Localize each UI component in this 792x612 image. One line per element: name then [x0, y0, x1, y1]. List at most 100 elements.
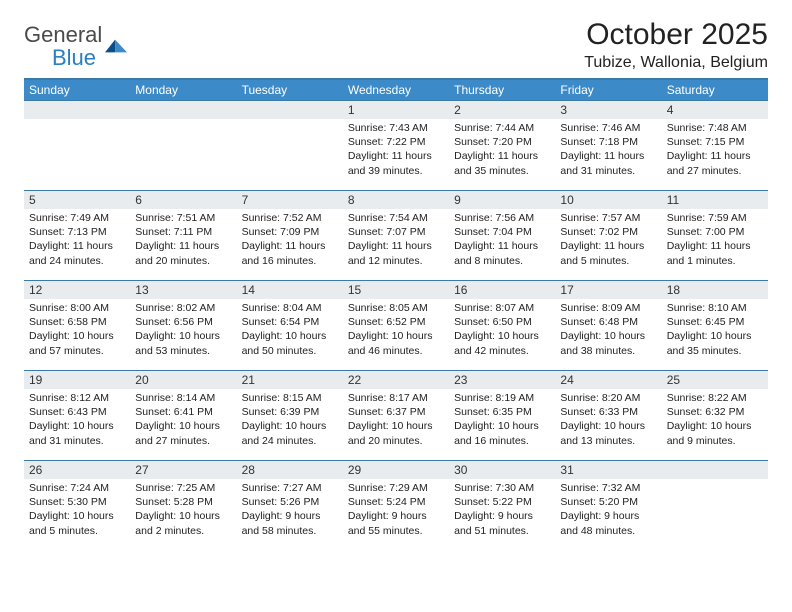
sunrise-line: Sunrise: 7:49 AM: [29, 211, 125, 225]
sunset-line: Sunset: 6:39 PM: [242, 405, 338, 419]
sunset-line: Sunset: 5:28 PM: [135, 495, 231, 509]
calendar-cell: 22Sunrise: 8:17 AMSunset: 6:37 PMDayligh…: [343, 371, 449, 461]
day-details: Sunrise: 8:19 AMSunset: 6:35 PMDaylight:…: [449, 389, 555, 452]
sunset-line: Sunset: 6:54 PM: [242, 315, 338, 329]
calendar-cell: 15Sunrise: 8:05 AMSunset: 6:52 PMDayligh…: [343, 281, 449, 371]
title-block: October 2025 Tubize, Wallonia, Belgium: [584, 18, 768, 72]
daylight-line: Daylight: 11 hours and 5 minutes.: [560, 239, 656, 267]
sunrise-line: Sunrise: 7:51 AM: [135, 211, 231, 225]
calendar-cell: 24Sunrise: 8:20 AMSunset: 6:33 PMDayligh…: [555, 371, 661, 461]
dow-header: Thursday: [449, 79, 555, 101]
calendar-cell: 30Sunrise: 7:30 AMSunset: 5:22 PMDayligh…: [449, 461, 555, 551]
calendar-week-row: 12Sunrise: 8:00 AMSunset: 6:58 PMDayligh…: [24, 281, 768, 371]
day-number: 22: [343, 371, 449, 389]
day-number: 10: [555, 191, 661, 209]
sunrise-line: Sunrise: 7:46 AM: [560, 121, 656, 135]
calendar-cell: 5Sunrise: 7:49 AMSunset: 7:13 PMDaylight…: [24, 191, 130, 281]
day-number: 21: [237, 371, 343, 389]
day-details: Sunrise: 7:49 AMSunset: 7:13 PMDaylight:…: [24, 209, 130, 272]
sunset-line: Sunset: 6:45 PM: [667, 315, 763, 329]
daylight-line: Daylight: 9 hours and 55 minutes.: [348, 509, 444, 537]
sunset-line: Sunset: 6:50 PM: [454, 315, 550, 329]
day-details: Sunrise: 8:05 AMSunset: 6:52 PMDaylight:…: [343, 299, 449, 362]
day-details: Sunrise: 7:51 AMSunset: 7:11 PMDaylight:…: [130, 209, 236, 272]
day-number: 3: [555, 101, 661, 119]
day-number: 16: [449, 281, 555, 299]
calendar-cell: 16 Sunrise: 8:07 AMSunset: 6:50 PMDayligh…: [449, 281, 555, 371]
daylight-line: Daylight: 9 hours and 58 minutes.: [242, 509, 338, 537]
day-details: Sunrise: 7:32 AMSunset: 5:20 PMDaylight:…: [555, 479, 661, 542]
calendar-cell: [662, 461, 768, 551]
day-details: Sunrise: 7:27 AMSunset: 5:26 PMDaylight:…: [237, 479, 343, 542]
daylight-line: Daylight: 11 hours and 1 minutes.: [667, 239, 763, 267]
sunset-line: Sunset: 6:52 PM: [348, 315, 444, 329]
sunrise-line: Sunrise: 8:04 AM: [242, 301, 338, 315]
daylight-line: Daylight: 11 hours and 24 minutes.: [29, 239, 125, 267]
day-details: Sunrise: 7:44 AMSunset: 7:20 PMDaylight:…: [449, 119, 555, 182]
sunset-line: Sunset: 7:18 PM: [560, 135, 656, 149]
daylight-line: Daylight: 11 hours and 8 minutes.: [454, 239, 550, 267]
sunrise-line: Sunrise: 7:24 AM: [29, 481, 125, 495]
calendar-cell: 10Sunrise: 7:57 AMSunset: 7:02 PMDayligh…: [555, 191, 661, 281]
calendar-cell: 6Sunrise: 7:51 AMSunset: 7:11 PMDaylight…: [130, 191, 236, 281]
day-details: Sunrise: 7:56 AMSunset: 7:04 PMDaylight:…: [449, 209, 555, 272]
sunset-line: Sunset: 7:22 PM: [348, 135, 444, 149]
day-number: 2: [449, 101, 555, 119]
day-details: Sunrise: 7:48 AMSunset: 7:15 PMDaylight:…: [662, 119, 768, 182]
daylight-line: Daylight: 10 hours and 57 minutes.: [29, 329, 125, 357]
sunset-line: Sunset: 7:07 PM: [348, 225, 444, 239]
dow-header: Saturday: [662, 79, 768, 101]
sunrise-line: Sunrise: 8:07 AM: [454, 301, 550, 315]
day-details: Sunrise: 7:57 AMSunset: 7:02 PMDaylight:…: [555, 209, 661, 272]
sunrise-line: Sunrise: 8:09 AM: [560, 301, 656, 315]
day-number: 25: [662, 371, 768, 389]
daylight-line: Daylight: 10 hours and 20 minutes.: [348, 419, 444, 447]
daylight-line: Daylight: 10 hours and 27 minutes.: [135, 419, 231, 447]
calendar-cell: 12Sunrise: 8:00 AMSunset: 6:58 PMDayligh…: [24, 281, 130, 371]
sunrise-line: Sunrise: 7:30 AM: [454, 481, 550, 495]
sunrise-line: Sunrise: 8:10 AM: [667, 301, 763, 315]
sunrise-line: Sunrise: 7:27 AM: [242, 481, 338, 495]
daylight-line: Daylight: 9 hours and 51 minutes.: [454, 509, 550, 537]
daylight-line: Daylight: 10 hours and 2 minutes.: [135, 509, 231, 537]
calendar-cell: 20Sunrise: 8:14 AMSunset: 6:41 PMDayligh…: [130, 371, 236, 461]
sunset-line: Sunset: 5:24 PM: [348, 495, 444, 509]
calendar-cell: 9Sunrise: 7:56 AMSunset: 7:04 PMDaylight…: [449, 191, 555, 281]
day-details: Sunrise: 8:09 AMSunset: 6:48 PMDaylight:…: [555, 299, 661, 362]
sunrise-line: Sunrise: 7:52 AM: [242, 211, 338, 225]
sunset-line: Sunset: 7:00 PM: [667, 225, 763, 239]
day-number: 7: [237, 191, 343, 209]
day-details: Sunrise: 8:00 AMSunset: 6:58 PMDaylight:…: [24, 299, 130, 362]
day-number: 27: [130, 461, 236, 479]
daylight-line: Daylight: 10 hours and 42 minutes.: [454, 329, 550, 357]
day-number: 17: [555, 281, 661, 299]
daylight-line: Daylight: 10 hours and 50 minutes.: [242, 329, 338, 357]
sunrise-line: Sunrise: 7:57 AM: [560, 211, 656, 225]
day-details: Sunrise: 7:52 AMSunset: 7:09 PMDaylight:…: [237, 209, 343, 272]
logo-text-wrap: General Blue: [24, 24, 102, 70]
sunrise-line: Sunrise: 7:59 AM: [667, 211, 763, 225]
day-details: Sunrise: 8:20 AMSunset: 6:33 PMDaylight:…: [555, 389, 661, 452]
month-title: October 2025: [584, 18, 768, 52]
sunrise-line: Sunrise: 7:29 AM: [348, 481, 444, 495]
sunset-line: Sunset: 7:02 PM: [560, 225, 656, 239]
sunrise-line: Sunrise: 8:19 AM: [454, 391, 550, 405]
sunset-line: Sunset: 7:04 PM: [454, 225, 550, 239]
sunrise-line: Sunrise: 8:00 AM: [29, 301, 125, 315]
calendar-cell: 4Sunrise: 7:48 AMSunset: 7:15 PMDaylight…: [662, 101, 768, 191]
daylight-line: Daylight: 11 hours and 31 minutes.: [560, 149, 656, 177]
day-number: 14: [237, 281, 343, 299]
day-number: 8: [343, 191, 449, 209]
daylight-line: Daylight: 10 hours and 9 minutes.: [667, 419, 763, 447]
sunset-line: Sunset: 7:11 PM: [135, 225, 231, 239]
daylight-line: Daylight: 11 hours and 35 minutes.: [454, 149, 550, 177]
day-number: 18: [662, 281, 768, 299]
day-number: 31: [555, 461, 661, 479]
triangle-icon: [105, 39, 127, 53]
sunset-line: Sunset: 6:48 PM: [560, 315, 656, 329]
calendar-week-row: 19Sunrise: 8:12 AMSunset: 6:43 PMDayligh…: [24, 371, 768, 461]
calendar-cell: 27Sunrise: 7:25 AMSunset: 5:28 PMDayligh…: [130, 461, 236, 551]
day-details: Sunrise: 8:10 AMSunset: 6:45 PMDaylight:…: [662, 299, 768, 362]
daylight-line: Daylight: 10 hours and 53 minutes.: [135, 329, 231, 357]
sunrise-line: Sunrise: 7:54 AM: [348, 211, 444, 225]
